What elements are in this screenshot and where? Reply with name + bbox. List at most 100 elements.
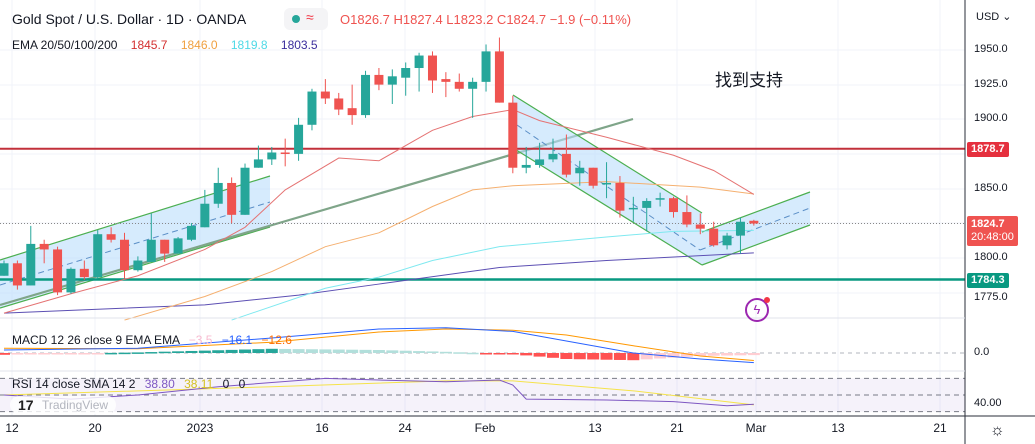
macd-histogram-bar: [439, 351, 452, 354]
macd-histogram-bar: [721, 353, 734, 356]
candle-down: [682, 212, 692, 225]
time-tick: 13: [588, 421, 602, 435]
candle-up: [213, 182, 223, 204]
candle-down: [227, 182, 237, 215]
macd-histogram-bar: [480, 353, 493, 355]
ema100-line: [231, 229, 754, 321]
candles: [0, 37, 759, 296]
ema-legend[interactable]: EMA 20/50/100/200 1845.7 1846.0 1819.8 1…: [12, 38, 318, 52]
candle-up: [401, 68, 411, 78]
macd-histogram-bar: [279, 348, 292, 353]
lightning-alert-icon[interactable]: ϟ: [745, 297, 770, 322]
candle-up: [735, 221, 745, 236]
macd-histogram-bar: [105, 352, 118, 355]
candle-down: [374, 74, 384, 85]
low-label: L: [446, 12, 454, 27]
candle-up: [294, 124, 304, 154]
market-status[interactable]: ≈: [284, 8, 328, 30]
candle-up: [133, 260, 143, 271]
candle-down: [334, 98, 344, 110]
macd-histogram-bar: [466, 352, 479, 355]
macd-histogram-bar: [319, 349, 332, 353]
macd-histogram-bar: [172, 351, 185, 353]
candle-up: [361, 74, 371, 116]
last-price: 1824.7: [971, 218, 1005, 230]
macd-histogram-bar: [11, 353, 24, 355]
candle-down: [347, 108, 357, 116]
candle-down: [588, 167, 598, 186]
macd-pane: [0, 327, 965, 364]
macd-histogram-bar: [51, 353, 64, 355]
support-price-badge: 1784.3: [967, 273, 1009, 288]
rsi-pane: [0, 377, 965, 413]
time-tick: 2023: [186, 421, 214, 435]
candle-up: [240, 167, 250, 215]
time-tick: Mar: [745, 421, 767, 435]
settings-gear-icon[interactable]: ☼: [990, 422, 1005, 439]
macd-histogram-bar: [707, 353, 720, 356]
candle-up: [481, 51, 491, 82]
macd-histogram-bar: [332, 349, 345, 353]
candle-up: [267, 152, 277, 160]
candle-down: [120, 239, 130, 271]
time-tick: 12: [5, 421, 19, 435]
candle-down: [561, 153, 571, 175]
ema50-line: [124, 181, 754, 321]
macd-histogram-bar: [680, 353, 693, 357]
candle-down: [160, 239, 170, 254]
candle-up: [66, 268, 76, 293]
macd-histogram-bar: [158, 351, 171, 354]
macd-value: −16.1: [221, 333, 253, 347]
macd-histogram-bar: [399, 350, 412, 353]
candle-down: [427, 55, 437, 81]
resistance-price-badge: 1878.7: [967, 142, 1009, 157]
chart-annotation-text[interactable]: 找到支持: [715, 71, 783, 90]
rising-channel-2-fill: [702, 192, 810, 265]
macd-histogram-bar: [493, 353, 506, 355]
candle-down: [53, 249, 63, 293]
rsi-legend[interactable]: RSI 14 close SMA 14 2 38.80 38.11 0 0: [12, 377, 245, 391]
time-tick: Feb: [474, 421, 496, 435]
bar-countdown: 20:48:00: [971, 231, 1014, 243]
candle-up: [535, 159, 545, 165]
ema200-value: 1803.5: [280, 38, 318, 52]
falling-channel-upper[interactable]: [512, 94, 703, 214]
currency-selector[interactable]: USD ⌄: [976, 11, 1012, 23]
ema20-value: 1845.7: [130, 38, 168, 52]
macd-histogram-bar: [38, 353, 51, 355]
rising-channel-2-lower[interactable]: [701, 224, 811, 266]
ema20-line: [3, 109, 755, 314]
macd-histogram-bar: [239, 349, 252, 353]
tradingview-watermark[interactable]: 17 TradingView: [10, 396, 116, 414]
macd-histogram-bar: [372, 350, 385, 353]
candle-up: [146, 239, 156, 262]
candle-down: [615, 182, 625, 211]
time-tick: 21: [933, 421, 947, 435]
falling-channel-lower[interactable]: [512, 147, 703, 266]
macd-histogram-bar: [667, 353, 680, 358]
time-tick: 13: [831, 421, 845, 435]
change-value: −1.9 (−0.11%): [549, 12, 632, 27]
macd-legend[interactable]: MACD 12 26 close 9 EMA EMA −3.5 −16.1 −1…: [12, 333, 292, 347]
candle-up: [628, 207, 638, 210]
macd-histogram-bar: [131, 352, 144, 354]
macd-histogram-bar: [747, 353, 760, 356]
candle-up: [26, 243, 36, 286]
rising-channel-2-upper[interactable]: [701, 191, 811, 233]
symbol-title[interactable]: Gold Spot / U.S. Dollar · 1D · OANDA: [12, 11, 247, 27]
macd-histogram-bar: [292, 349, 305, 353]
candle-down: [106, 234, 116, 240]
rising-channel-1-mid: [0, 201, 271, 286]
price-tick: 1850.0: [974, 182, 1008, 194]
macd-histogram-bar: [359, 349, 372, 353]
candle-up: [468, 81, 478, 89]
candle-down: [12, 263, 22, 286]
macd-legend-label: MACD 12 26 close 9 EMA EMA: [12, 333, 180, 347]
time-tick: 24: [398, 421, 412, 435]
time-tick: 21: [670, 421, 684, 435]
candle-up: [414, 55, 424, 69]
macd-histogram-bar: [145, 352, 158, 354]
rsi-line: [3, 377, 754, 407]
time-tick: 16: [315, 421, 329, 435]
